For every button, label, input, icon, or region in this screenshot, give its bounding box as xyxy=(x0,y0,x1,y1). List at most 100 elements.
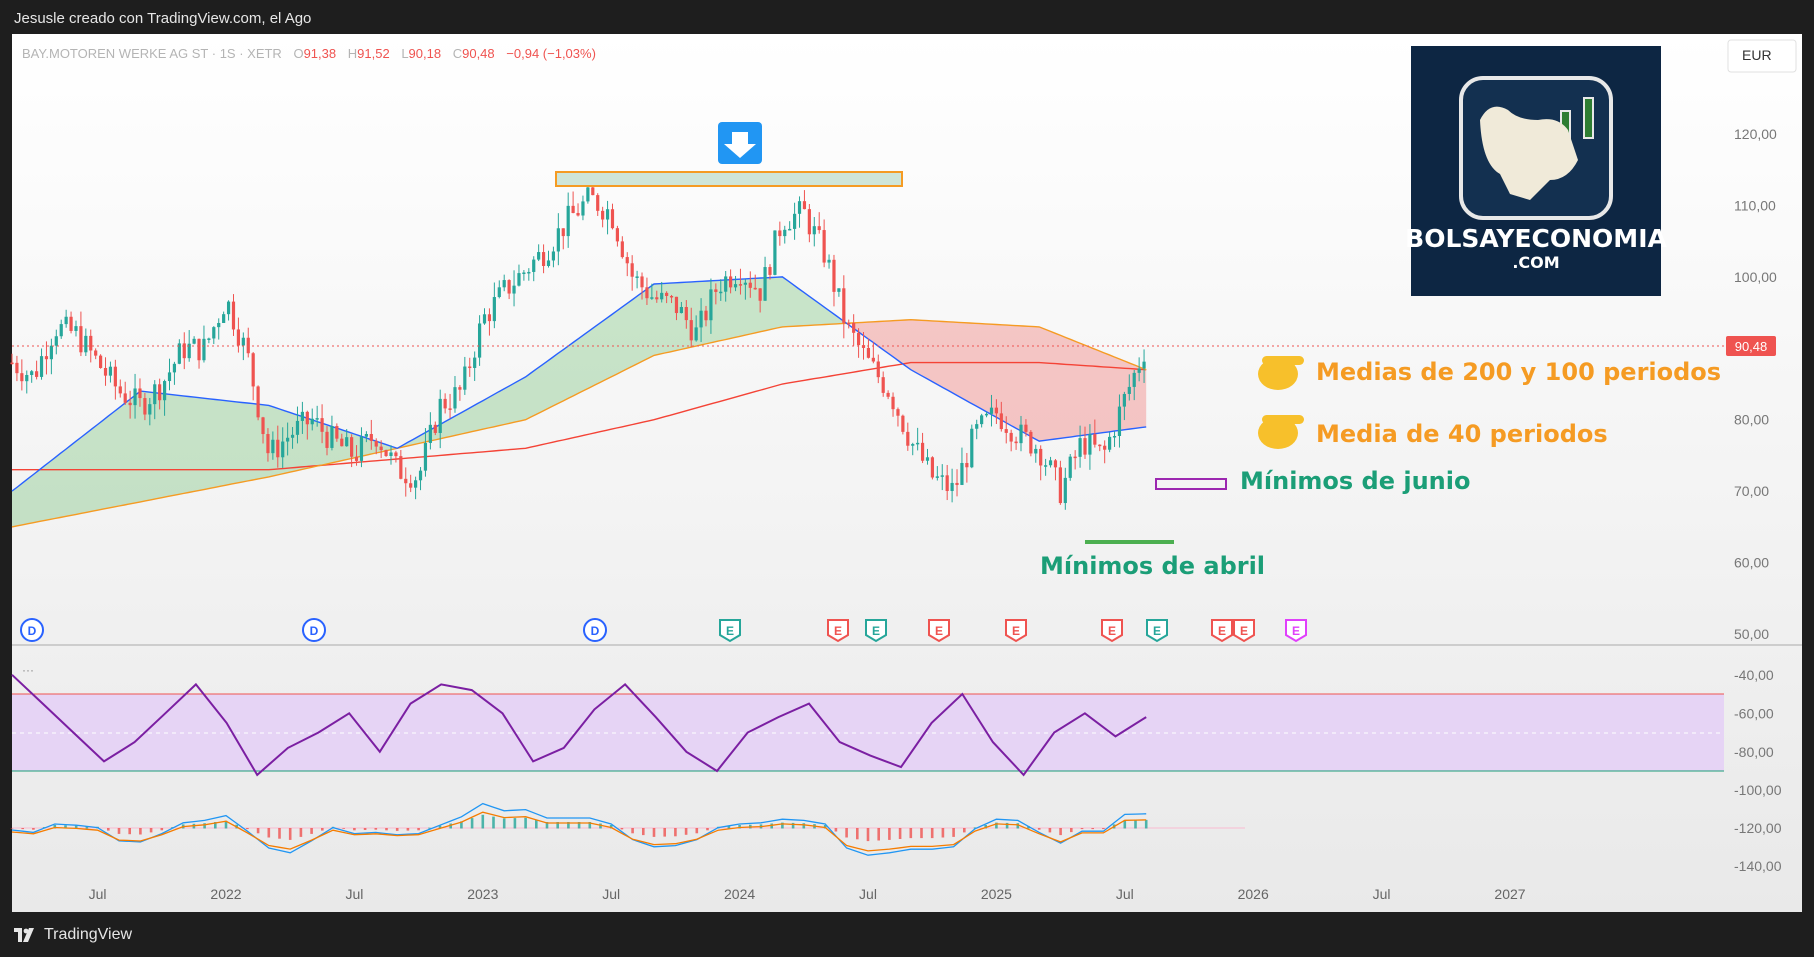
candle-body xyxy=(605,209,610,220)
candle-body xyxy=(527,271,531,274)
macd-bar xyxy=(556,822,559,829)
candle-body xyxy=(423,442,428,471)
x-tick-label: Jul xyxy=(859,886,877,902)
badge-label: E xyxy=(1108,624,1116,638)
candle-body xyxy=(44,356,49,360)
candle-body xyxy=(241,337,245,346)
candle-body xyxy=(566,205,570,237)
candle-body xyxy=(1068,456,1072,478)
candle-body xyxy=(1039,448,1043,466)
tradingview-logo[interactable]: TradingView xyxy=(14,926,132,944)
x-tick-label: 2023 xyxy=(467,886,498,902)
ma-short-note: Media de 40 periodos xyxy=(1316,420,1608,448)
candle-body xyxy=(1127,386,1131,394)
macd-bar xyxy=(406,828,410,831)
y-axis: 120,00110,00100,0090,0080,0070,0060,0050… xyxy=(1734,126,1782,874)
tradingview-label: TradingView xyxy=(44,926,133,943)
candle-body xyxy=(118,386,122,394)
ma-cloud-fills xyxy=(12,276,1147,527)
candle-body xyxy=(753,287,757,290)
macd-bar xyxy=(781,822,784,829)
candle-body xyxy=(1048,460,1053,466)
candle-body xyxy=(409,483,413,488)
macd-bar xyxy=(246,828,249,830)
candle-body xyxy=(945,475,949,492)
candle-body xyxy=(891,396,895,410)
candle-body xyxy=(620,241,624,258)
macd-bar xyxy=(321,828,324,831)
badge-label: E xyxy=(1153,624,1161,638)
candle-body xyxy=(133,388,137,406)
currency-selector[interactable] xyxy=(1727,39,1797,73)
rsi-line xyxy=(11,674,1147,777)
badge-label: D xyxy=(591,624,600,638)
macd-bar xyxy=(834,828,838,832)
candle-body xyxy=(59,324,63,337)
rsi-menu-dots[interactable]: ··· xyxy=(22,663,34,677)
candle-body xyxy=(148,404,152,415)
earnings-badge xyxy=(719,619,741,643)
dividend-badge xyxy=(20,618,44,642)
bolsayeconomia-logo: BOLSAYECONOMIA .COM xyxy=(1405,46,1667,296)
pointing-hand-icon xyxy=(1258,415,1304,449)
candle-body xyxy=(861,345,866,348)
june-lows-box xyxy=(1155,478,1227,490)
candle-body xyxy=(492,297,496,322)
macd-bar xyxy=(1123,820,1127,829)
x-tick-label: 2026 xyxy=(1238,886,1269,902)
candle-body xyxy=(167,372,172,382)
y-tick-label: 70,00 xyxy=(1734,483,1769,499)
candle-body xyxy=(822,230,826,263)
candle-body xyxy=(650,297,654,299)
candle-body xyxy=(443,398,447,409)
candle-body xyxy=(305,411,309,425)
candle-body xyxy=(896,409,900,416)
close-value: 90,48 xyxy=(462,46,495,61)
candle-body xyxy=(477,323,482,358)
macd-bar xyxy=(353,828,356,831)
svg-text:BOLSAYECONOMIA: BOLSAYECONOMIA xyxy=(1405,224,1667,253)
macd-bar xyxy=(481,814,485,829)
candle-body xyxy=(709,289,713,321)
x-tick-label: 2022 xyxy=(210,886,241,902)
candle-body xyxy=(202,338,206,361)
candle-body xyxy=(763,267,767,301)
candle-body xyxy=(192,338,196,344)
macd-bar xyxy=(791,822,795,829)
rsi-y-tick-label: -60,00 xyxy=(1734,705,1774,721)
candle-body xyxy=(660,292,664,300)
y-tick-label: 100,00 xyxy=(1734,269,1777,285)
candle-body xyxy=(177,343,181,364)
x-tick-label: Jul xyxy=(602,886,620,902)
candle-body xyxy=(345,437,349,447)
macd-bar xyxy=(545,822,549,829)
candle-body xyxy=(187,343,191,359)
candle-body xyxy=(10,362,14,365)
candle-body xyxy=(669,295,674,298)
candle-body xyxy=(487,314,492,322)
candle-body xyxy=(335,426,339,439)
candle-body xyxy=(1078,438,1082,457)
badge-label: E xyxy=(872,624,880,638)
candle-body xyxy=(276,439,280,458)
candle-body xyxy=(497,287,501,298)
candle-body xyxy=(69,316,73,331)
macd-bar xyxy=(492,816,495,829)
macd-bar xyxy=(224,820,228,829)
candle-body xyxy=(773,230,777,275)
macd-bar xyxy=(877,828,880,841)
x-tick-label: Jul xyxy=(345,886,363,902)
candle-body xyxy=(1093,434,1097,445)
candle-body xyxy=(1063,477,1067,504)
candle-body xyxy=(98,355,103,368)
candle-body xyxy=(182,343,186,359)
macd-bar xyxy=(856,828,859,840)
macd-bar xyxy=(620,828,624,830)
candle-body xyxy=(783,229,787,237)
candle-body xyxy=(960,462,964,485)
candle-body xyxy=(463,366,467,390)
candle-body xyxy=(733,284,738,288)
candle-body xyxy=(827,259,831,263)
